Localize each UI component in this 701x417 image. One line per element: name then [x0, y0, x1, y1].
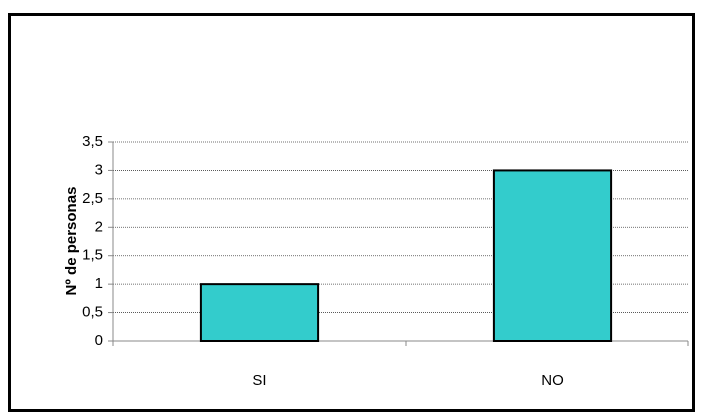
- bar: [199, 283, 320, 342]
- y-tick-label: 2,5: [82, 190, 103, 207]
- x-tick-label: SI: [252, 372, 266, 389]
- bar: [492, 169, 613, 342]
- y-tick-label: 3: [95, 161, 103, 178]
- x-tick-label: NO: [541, 372, 564, 389]
- y-tick-label: 2: [95, 218, 103, 235]
- y-axis-label: Nº de personas: [63, 187, 80, 296]
- y-tick-label: 0,5: [82, 304, 103, 321]
- y-tick-label: 3,5: [82, 133, 103, 150]
- y-tick-label: 1: [95, 275, 103, 292]
- y-tick-label: 0: [95, 332, 103, 349]
- y-tick-label: 1,5: [82, 247, 103, 264]
